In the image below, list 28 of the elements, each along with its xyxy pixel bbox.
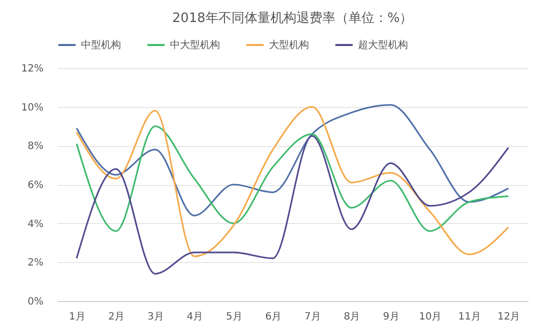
x-tick-label: 7月 — [304, 312, 321, 322]
line-series — [76, 125, 510, 232]
y-tick-label: 0% — [28, 296, 44, 308]
line-series — [76, 106, 510, 258]
y-tick-label: 4% — [28, 218, 44, 230]
x-tick-label: 5月 — [226, 312, 242, 322]
y-tick-label: 10% — [21, 102, 44, 114]
line-series — [76, 104, 510, 216]
x-tick-label: 3月 — [147, 312, 164, 322]
legend-label: 超大型机构 — [358, 39, 408, 51]
x-tick-label: 8月 — [344, 312, 360, 322]
line-series — [76, 135, 510, 275]
x-tick-label: 6月 — [265, 312, 282, 322]
legend-label: 大型机构 — [269, 39, 309, 51]
y-tick-label: 6% — [28, 180, 44, 191]
x-tick-label: 10月 — [419, 312, 442, 322]
x-tick-label: 1月 — [68, 312, 86, 322]
x-tick-label: 11月 — [458, 312, 481, 322]
chart-title: 2018年不同体量机构退费率（单位：%） — [172, 10, 413, 26]
y-tick-label: 12% — [21, 64, 44, 74]
y-tick-label: 8% — [28, 141, 44, 152]
y-tick-label: 2% — [28, 258, 44, 269]
x-tick-label: 9月 — [382, 312, 400, 322]
x-tick-label: 12月 — [498, 312, 520, 322]
x-tick-label: 4月 — [186, 312, 204, 322]
legend-label: 中型机构 — [81, 39, 121, 51]
x-tick-label: 2月 — [108, 312, 125, 322]
legend-label: 中大型机构 — [170, 39, 220, 51]
